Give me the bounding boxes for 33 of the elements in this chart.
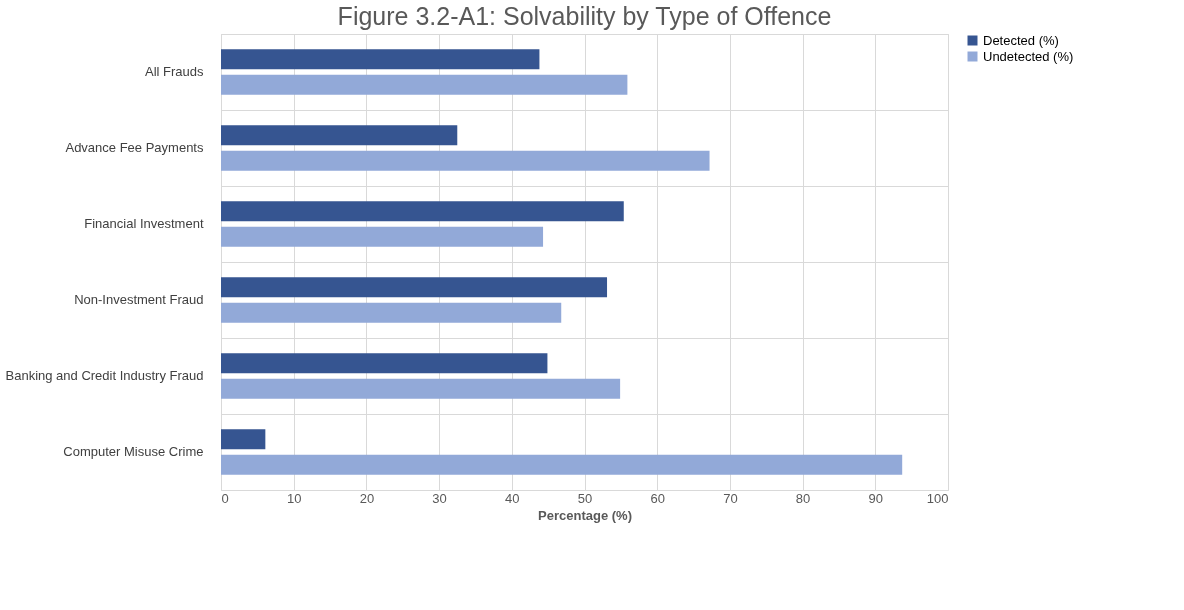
y-tick-label: Non-Investment Fraud xyxy=(74,292,204,307)
legend-label: Undetected (%) xyxy=(983,48,1074,64)
x-tick-label: 100 xyxy=(926,490,949,506)
y-tick-label: Financial Investment xyxy=(84,216,204,231)
bar xyxy=(221,353,548,374)
y-tick-label: All Frauds xyxy=(144,64,204,79)
bar xyxy=(221,226,544,247)
bar xyxy=(221,454,903,475)
x-tick-label: 90 xyxy=(868,490,884,506)
y-tick-label: Computer Misuse Crime xyxy=(63,444,204,459)
bar xyxy=(221,150,710,171)
y-tick-label: Banking and Credit Industry Fraud xyxy=(5,368,204,383)
y-tick-label: Advance Fee Payments xyxy=(65,140,204,155)
x-tick-label: 70 xyxy=(723,490,738,506)
legend-label: Detected (%) xyxy=(983,32,1059,48)
bar xyxy=(221,49,540,70)
x-tick-label: 30 xyxy=(432,490,447,506)
bar xyxy=(221,201,624,222)
bar xyxy=(221,302,562,323)
bar xyxy=(221,277,608,298)
x-tick-label: 40 xyxy=(505,490,520,506)
x-tick-label: 80 xyxy=(795,490,811,506)
x-tick-label: 10 xyxy=(286,490,302,506)
bar xyxy=(221,378,621,399)
bar xyxy=(221,125,458,146)
x-tick-label: 20 xyxy=(359,490,375,506)
chart-title: Figure 3.2-A1: Solvability by Type of Offence xyxy=(337,2,832,30)
x-tick-label: 0 xyxy=(221,490,229,506)
x-tick-label: 50 xyxy=(577,490,593,506)
bar xyxy=(221,74,628,95)
bar xyxy=(221,429,266,450)
x-tick-label: 60 xyxy=(650,490,665,506)
x-axis-title: Percentage (%) xyxy=(538,507,632,523)
